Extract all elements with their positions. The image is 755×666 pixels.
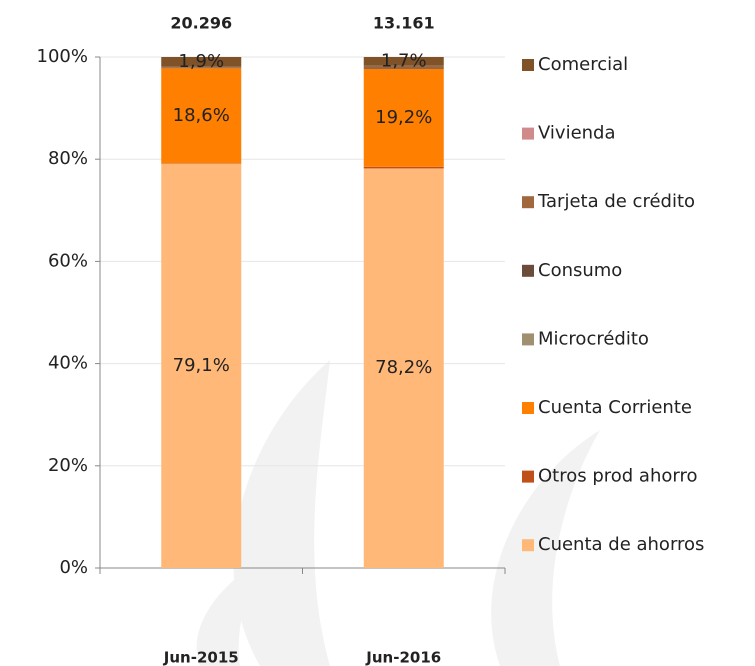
legend-swatch <box>522 333 534 346</box>
value-label: 18,6% <box>173 105 230 126</box>
y-tick-label: 100% <box>37 46 88 67</box>
bar-segment <box>161 163 242 164</box>
legend-swatch <box>522 470 534 483</box>
bar-segment <box>363 65 444 68</box>
legend-swatch <box>522 402 534 414</box>
total-label: 13.161 <box>373 14 435 33</box>
bar-segment <box>161 57 242 67</box>
bar-segment <box>363 168 444 568</box>
bar-segment <box>161 163 242 568</box>
legend-label: Cuenta Corriente <box>538 397 692 418</box>
bar-segment <box>161 66 242 68</box>
bar-segment <box>363 68 444 167</box>
legend-label: Consumo <box>538 260 622 281</box>
legend-label: Vivienda <box>538 123 616 144</box>
x-tick-label: Jun-2016 <box>365 649 441 666</box>
y-tick-label: 80% <box>48 148 88 169</box>
bar-segment <box>161 67 242 69</box>
bar-segment <box>161 68 242 164</box>
value-label: 79,1% <box>173 355 230 376</box>
legend-swatch <box>522 264 534 277</box>
watermark <box>196 360 600 666</box>
value-label: 78,2% <box>375 357 432 378</box>
y-tick-label: 60% <box>48 250 88 271</box>
x-tick-label: Jun-2015 <box>163 649 239 666</box>
legend-swatch <box>522 59 534 71</box>
value-label: 19,2% <box>375 107 432 128</box>
total-label: 20.296 <box>170 14 232 33</box>
y-tick-label: 0% <box>59 557 88 578</box>
legend-swatch <box>522 539 534 552</box>
legend-swatch <box>522 196 534 209</box>
value-label: 1,9% <box>178 51 224 72</box>
y-tick-label: 20% <box>48 455 88 476</box>
legend-swatch <box>522 127 534 140</box>
legend-label: Otros prod ahorro <box>538 466 698 487</box>
bar-segment <box>363 67 444 69</box>
legend-label: Microcrédito <box>538 328 649 349</box>
value-label: 1,7% <box>381 50 427 71</box>
legend-label: Comercial <box>538 54 628 75</box>
y-tick-label: 40% <box>48 353 88 374</box>
bar-segment <box>363 57 444 66</box>
bar-segment <box>363 166 444 169</box>
legend-label: Cuenta de ahorros <box>538 534 704 555</box>
legend-label: Tarjeta de crédito <box>537 191 695 212</box>
